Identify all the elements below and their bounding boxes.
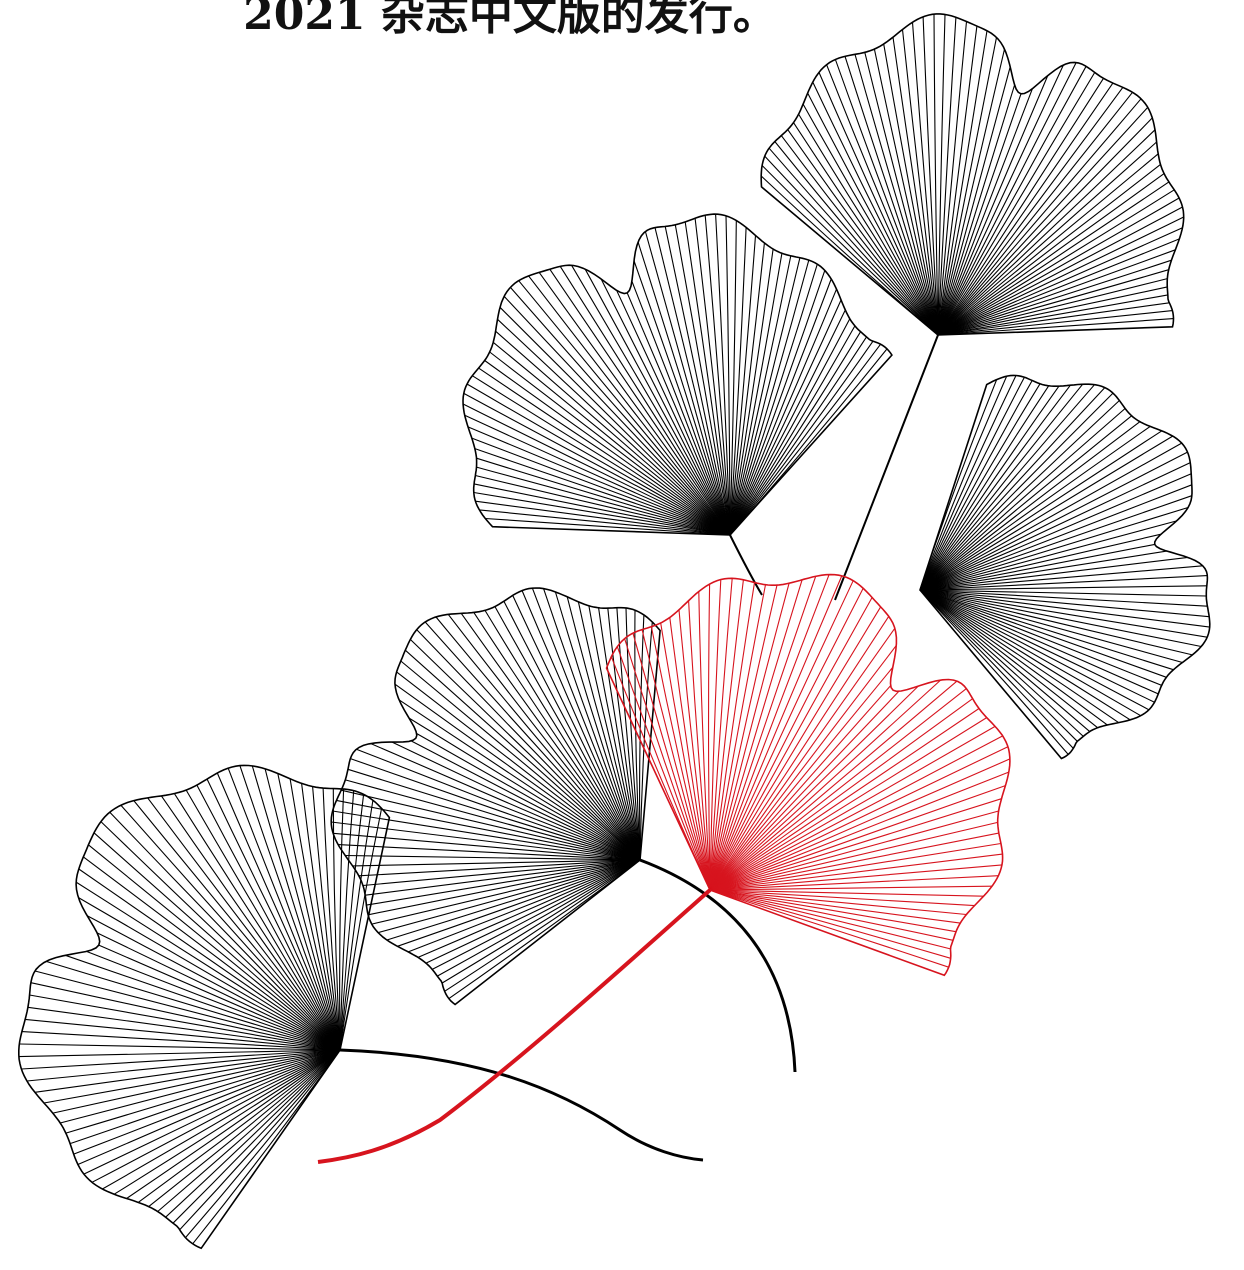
leaf-vein (493, 342, 730, 535)
leaf-vein (813, 82, 938, 335)
leaf-vein (920, 557, 1188, 590)
leaf-vein (920, 590, 1090, 732)
leaf-vein (127, 1050, 341, 1199)
leaf-vein (180, 1050, 340, 1230)
leaf-vein (110, 812, 340, 1050)
leaf-vein (121, 805, 340, 1050)
leaf-vein (710, 759, 1010, 890)
leaf-vein (368, 860, 640, 915)
leaf-vein (920, 436, 1173, 590)
ginkgo-illustration (0, 0, 1244, 1270)
leaf-vein (633, 633, 710, 890)
leaf-vein (79, 869, 340, 1050)
leaf-vein (114, 1050, 340, 1194)
leaf-vein (94, 833, 340, 1050)
stem (835, 335, 938, 600)
leaf-vein (938, 87, 1123, 335)
leaf-vein (920, 463, 1190, 590)
leaf-vein (408, 860, 640, 952)
leaf-vein (710, 681, 957, 890)
leaf-vein (161, 796, 340, 1050)
leaf-vein (710, 598, 872, 891)
leaf-vein (651, 627, 710, 890)
leaf-vein (464, 393, 730, 535)
leaf-vein (775, 142, 938, 336)
leaf-vein (31, 983, 340, 1050)
leaf-vein (710, 890, 956, 932)
leaf-vein (601, 279, 730, 535)
leaf-vein (426, 860, 640, 963)
leaf-vein (186, 1050, 341, 1238)
leaf-vein (765, 156, 938, 335)
leaf-vein (437, 860, 640, 976)
leaf-vein (477, 467, 731, 535)
leaf-vein (709, 584, 710, 890)
leaf-vein (87, 916, 340, 1050)
leaf-vein (938, 190, 1174, 335)
leaf-vein (920, 590, 1141, 716)
leaf-vein (819, 72, 938, 335)
leaf-vein (835, 60, 938, 336)
leaf-vein (920, 416, 1132, 590)
leaf-vein (166, 1050, 340, 1217)
leaf-vein (920, 385, 1070, 590)
leaf-vein (504, 296, 730, 535)
leaf-vein (938, 118, 1152, 335)
leaf-vein (665, 226, 730, 535)
page: 2021 杂志中文版的发行。 (0, 0, 1244, 1270)
leaf-vein (632, 281, 730, 535)
leaf-vein (448, 614, 640, 860)
leaf-vein (920, 590, 1068, 754)
leaf-vein (397, 860, 640, 946)
leaf-vein (217, 773, 340, 1050)
leaf-vein (278, 774, 340, 1051)
leaf-vein (302, 783, 340, 1050)
leaf-vein (710, 854, 1003, 890)
leaf-vein (934, 14, 938, 335)
leaf-vein (920, 474, 1191, 590)
leaf-vein (710, 890, 950, 949)
leaf-vein (920, 590, 1155, 702)
leaf-vein (938, 31, 987, 335)
leaf-vein (938, 73, 1095, 336)
leaf-vein (920, 590, 1162, 685)
leaf-vein (442, 860, 640, 983)
stem (730, 535, 762, 595)
leaf-vein (197, 785, 340, 1050)
leaf-vein (645, 232, 730, 536)
leaf-vein (710, 580, 721, 891)
leaf-vein (74, 1050, 340, 1154)
leaf-vein (585, 269, 730, 535)
leaf-vein (938, 207, 1183, 335)
leaf-vein (730, 279, 831, 535)
leaf-vein (920, 384, 1083, 590)
leaf-vein (845, 56, 938, 335)
leaf-vein (710, 576, 842, 890)
leaf-vein (101, 822, 340, 1050)
leaf-vein (92, 1050, 340, 1182)
leaf-vein (138, 1050, 340, 1202)
leaf-vein (938, 92, 1133, 335)
leaf-vein (28, 1007, 340, 1050)
leaf-vein (710, 718, 987, 890)
leaf-vein (463, 404, 730, 535)
leaf-vein (730, 258, 800, 535)
leaf-vein (710, 588, 863, 890)
leaf-vein (788, 130, 938, 335)
leaf-vein (560, 266, 730, 535)
leaf-vein (522, 591, 640, 860)
leaf-vein (149, 1050, 340, 1207)
leaf-vein (252, 766, 340, 1050)
leaf-vein (938, 228, 1183, 335)
